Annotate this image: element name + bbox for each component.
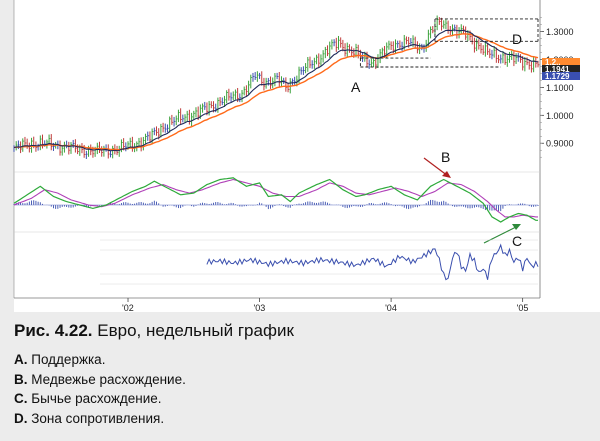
y-tick-label: 1.3000 — [546, 27, 574, 37]
y-tick-label: 1.1000 — [546, 83, 574, 93]
legend-key: C. — [14, 391, 28, 406]
slow-moving-average — [13, 33, 539, 151]
bullish-arrowhead — [512, 224, 521, 230]
price-tag-label: 1.1729 — [545, 72, 570, 81]
index-line — [206, 243, 539, 281]
price-tag — [542, 65, 580, 73]
annotation-label-c: C — [512, 233, 522, 249]
legend-item-c: C. Бычье расхождение. — [14, 389, 186, 409]
price-tag — [542, 58, 580, 66]
annotation-label-b: B — [441, 149, 450, 165]
euro-weekly-chart: 0.90001.00001.10001.20001.3000'02'03'04'… — [13, 0, 600, 312]
price-tag-label: 1.1941 — [545, 65, 570, 74]
legend-text: Зона сопротивления. — [31, 410, 165, 426]
legend-key: B. — [14, 371, 28, 387]
annotation-legend: A. Поддержка. B. Медвежье расхождение. C… — [14, 350, 186, 428]
bearish-divergence-arrow — [423, 157, 449, 177]
price-tag-label: 1.2.. — [545, 58, 561, 67]
y-tick-label: 1.0000 — [546, 111, 574, 121]
legend-item-d: D. Зона сопротивления. — [14, 409, 186, 429]
annotation-label-d: D — [512, 31, 522, 47]
x-tick-label: '05 — [517, 303, 529, 312]
x-tick-label: '02 — [122, 303, 134, 312]
price-tag — [542, 72, 580, 80]
figure-number: Рис. 4.22. — [14, 321, 93, 340]
chart-area: 0.90001.00001.10001.20001.3000'02'03'04'… — [13, 0, 600, 312]
legend-key: A. — [14, 352, 28, 367]
x-tick-label: '04 — [385, 303, 397, 312]
macd-line — [13, 177, 538, 223]
bearish-arrowhead — [442, 171, 451, 178]
legend-text: Поддержка. — [31, 352, 106, 367]
fast-moving-average — [13, 29, 539, 152]
figure-caption: Рис. 4.22. Евро, недельный график — [14, 321, 294, 341]
figure-title: Евро, недельный график — [97, 321, 294, 340]
legend-item-b: B. Медвежье расхождение. — [14, 370, 186, 390]
legend-item-a: A. Поддержка. — [14, 350, 186, 370]
legend-text: Бычье расхождение. — [31, 391, 162, 406]
legend-text: Медвежье расхождение. — [31, 371, 186, 387]
x-tick-label: '03 — [254, 303, 266, 312]
y-tick-label: 0.9000 — [546, 139, 574, 149]
legend-key: D. — [14, 410, 28, 426]
annotation-label-a: A — [351, 79, 361, 95]
